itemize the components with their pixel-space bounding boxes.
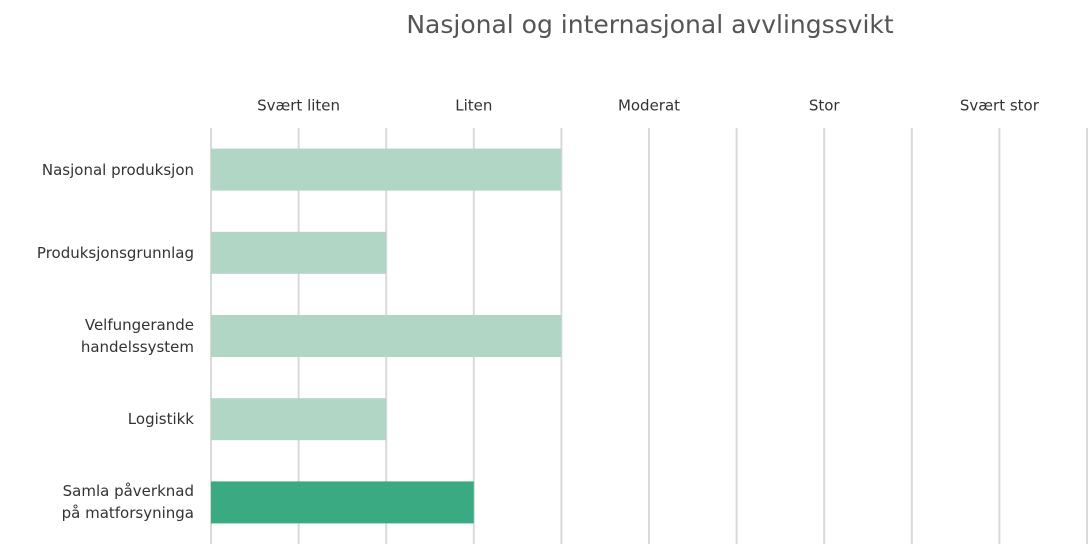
- bar: [211, 231, 387, 274]
- y-tick-label: Logistikk: [127, 410, 194, 429]
- y-tick-label: Produksjonsgrunnlag: [36, 243, 194, 262]
- x-tick-label: Svært liten: [257, 97, 340, 115]
- x-tick-label: Moderat: [618, 97, 680, 115]
- y-tick-label: Nasjonal produksjon: [41, 160, 194, 179]
- x-tick-label: Stor: [809, 97, 841, 115]
- bar: [211, 148, 562, 191]
- bar: [211, 481, 474, 524]
- bar: [211, 398, 387, 441]
- y-tick-label: Samla påverknad på matforsyninga: [61, 482, 194, 523]
- x-tick-label: Svært stor: [960, 97, 1040, 115]
- x-tick-label: Liten: [455, 97, 492, 115]
- bar: [211, 315, 562, 357]
- y-tick-label: Velfungerande handelssystem: [80, 316, 194, 356]
- chart-title: Nasjonal og internasjonal avvlingssvikt: [406, 10, 894, 39]
